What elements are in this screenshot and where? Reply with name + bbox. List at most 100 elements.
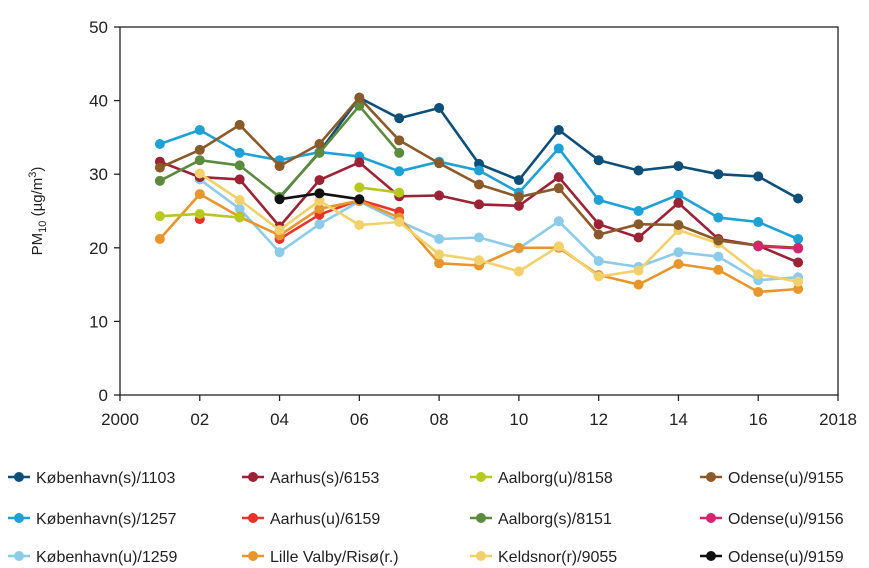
data-point <box>553 143 564 154</box>
legend-item-aarhus-u-6159: Aarhus(u)/6159 <box>242 511 380 528</box>
data-point <box>394 135 405 146</box>
data-point <box>513 200 524 211</box>
y-tick-label: 20 <box>89 239 108 258</box>
x-tick-label: 08 <box>430 410 449 429</box>
legend-marker <box>14 472 24 482</box>
data-point <box>314 175 325 186</box>
data-point <box>593 219 604 230</box>
series-layer <box>154 92 804 297</box>
legend-item-lille-valby-ris-r: Lille Valby/Risø(r.) <box>242 549 399 566</box>
legend-marker <box>248 472 258 482</box>
data-point <box>234 160 245 171</box>
data-point <box>354 194 365 205</box>
data-point <box>274 161 285 172</box>
data-point <box>593 155 604 166</box>
legend-marker <box>476 472 486 482</box>
data-point <box>314 219 325 230</box>
legend-label: København(s)/1257 <box>36 511 177 528</box>
data-point <box>713 264 724 275</box>
legend-marker <box>476 513 486 523</box>
data-point <box>513 192 524 203</box>
data-point <box>793 233 804 244</box>
data-point <box>593 229 604 240</box>
legend-marker <box>14 513 24 523</box>
legend-label: Aalborg(u)/8158 <box>498 470 613 487</box>
legend-label: København(s)/1103 <box>36 470 175 487</box>
x-tick-label: 12 <box>589 410 608 429</box>
data-point <box>154 162 165 173</box>
data-point <box>194 125 205 136</box>
data-point <box>354 92 365 103</box>
series-line <box>758 245 799 250</box>
data-point <box>194 208 205 219</box>
legend-item-aalborg-s-8151: Aalborg(s)/8151 <box>470 511 612 528</box>
data-point <box>394 113 405 124</box>
x-tick-label: 02 <box>190 410 209 429</box>
data-point <box>194 144 205 155</box>
legend-marker <box>14 551 24 561</box>
data-point <box>633 265 644 276</box>
series-line <box>278 96 799 200</box>
legend-marker <box>476 551 486 561</box>
y-tick-label: 40 <box>89 92 108 111</box>
data-point <box>673 161 684 172</box>
legend-item-k-benhavn-s-1103: København(s)/1103 <box>8 470 175 487</box>
data-point <box>474 255 484 266</box>
data-point <box>713 251 724 262</box>
data-point <box>553 172 564 183</box>
data-point <box>633 219 644 230</box>
data-point <box>394 166 405 177</box>
data-point <box>234 212 245 223</box>
legend-label: Odense(u)/9155 <box>728 470 844 487</box>
legend-item-k-benhavn-s-1257: København(s)/1257 <box>8 511 177 528</box>
plot-frame <box>119 26 839 396</box>
data-point <box>513 175 524 186</box>
data-point <box>434 249 445 260</box>
series-aalborg-s-8151 <box>154 100 405 203</box>
data-point <box>633 279 644 290</box>
data-point <box>553 125 564 136</box>
data-point <box>713 169 724 180</box>
data-point <box>194 155 205 166</box>
legend-marker <box>706 551 716 561</box>
data-point <box>474 179 484 190</box>
data-point <box>633 206 644 216</box>
data-point <box>713 212 724 223</box>
series-line <box>199 178 799 282</box>
data-point <box>713 235 724 246</box>
data-point <box>434 158 445 169</box>
legend-item-aalborg-u-8158: Aalborg(u)/8158 <box>470 470 613 487</box>
data-point <box>673 197 684 208</box>
legend-label: Aarhus(s)/6153 <box>270 470 379 487</box>
data-point <box>673 219 684 230</box>
x-tick-label: 14 <box>669 410 688 429</box>
data-point <box>274 225 285 236</box>
series-aalborg-u-8158 <box>154 182 405 223</box>
legend-item-k-benhavn-u-1259: København(u)/1259 <box>8 549 178 566</box>
data-point <box>354 100 365 111</box>
legend-label: Odense(u)/9156 <box>728 511 844 528</box>
data-point <box>434 258 445 269</box>
data-point <box>673 258 684 269</box>
axes: 0 10 20 30 40 50 2000 02 04 06 08 10 12 14 16 2018 PM10 … <box>27 18 857 429</box>
data-point <box>793 284 804 295</box>
data-point <box>673 247 684 258</box>
series-line <box>359 186 400 194</box>
data-point <box>633 232 644 243</box>
y-axis-title: PM10 (µg/m3) <box>27 167 49 256</box>
data-point <box>753 286 764 297</box>
data-point <box>314 203 325 214</box>
data-point <box>793 243 804 254</box>
data-point <box>753 269 764 280</box>
data-point <box>633 165 644 176</box>
data-point <box>154 211 165 222</box>
data-point <box>753 171 764 182</box>
data-point <box>793 193 804 204</box>
data-point <box>793 276 804 287</box>
data-point <box>434 233 445 244</box>
x-tick-label: 2018 <box>819 410 857 429</box>
legend-marker <box>706 513 716 523</box>
series-odense-u-9156 <box>753 241 804 254</box>
data-point <box>394 187 405 198</box>
